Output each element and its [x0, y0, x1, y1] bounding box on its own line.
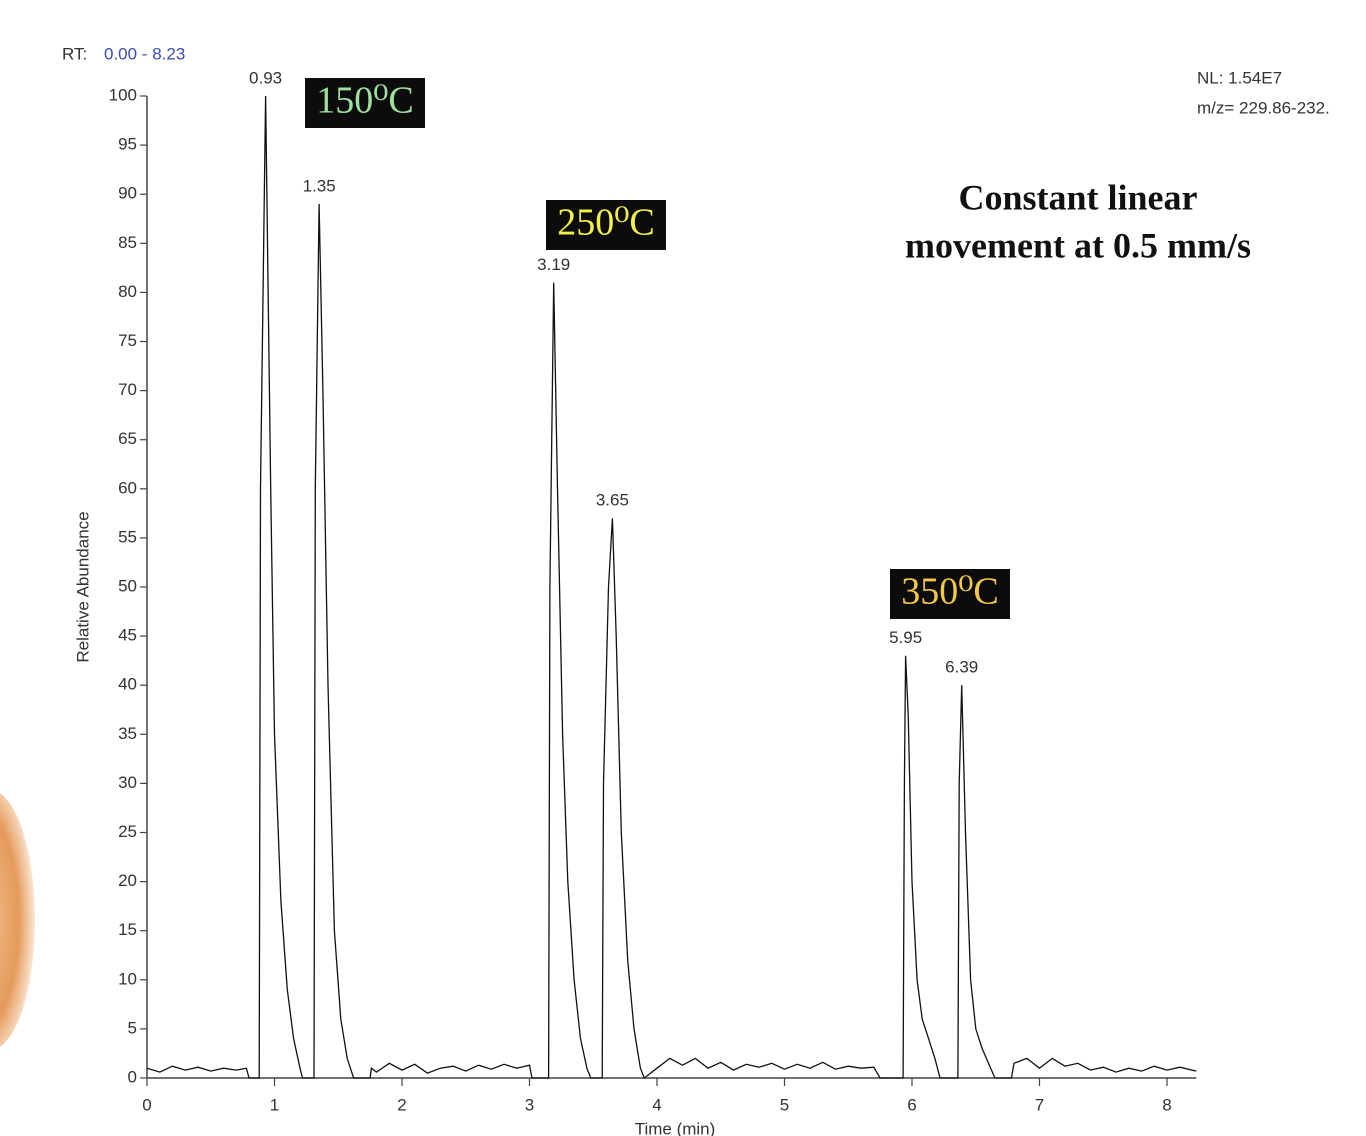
y-tick-label: 55: [118, 527, 137, 546]
annotation: Constant linear: [958, 177, 1197, 217]
y-tick-label: 45: [118, 626, 137, 645]
y-tick-label: 95: [118, 135, 137, 154]
nl-label: NL: 1.54E7: [1197, 68, 1282, 87]
peak-label: 3.19: [537, 255, 570, 274]
y-tick-label: 35: [118, 724, 137, 743]
y-tick-label: 85: [118, 233, 137, 252]
decoration: [0, 793, 35, 1047]
y-tick-label: 65: [118, 429, 137, 448]
peak-label: 1.35: [303, 177, 336, 196]
x-tick-label: 0: [142, 1095, 151, 1114]
x-tick-label: 2: [397, 1095, 406, 1114]
peak-label: 6.39: [945, 658, 978, 677]
temperature-label: 150⁰C: [316, 80, 414, 122]
mz-label: m/z= 229.86-232.: [1197, 98, 1330, 117]
y-tick-label: 20: [118, 871, 137, 890]
rt-range: 0.00 - 8.23: [104, 44, 185, 63]
x-tick-label: 3: [525, 1095, 534, 1114]
x-tick-label: 6: [907, 1095, 916, 1114]
y-tick-label: 90: [118, 184, 137, 203]
peak-label: 0.93: [249, 68, 282, 87]
peak-label: 5.95: [889, 628, 922, 647]
chromatogram-trace: [146, 95, 1197, 1080]
y-tick-label: 75: [118, 331, 137, 350]
y-tick-label: 50: [118, 576, 137, 595]
x-tick-label: 7: [1035, 1095, 1044, 1114]
x-tick-label: 8: [1162, 1095, 1171, 1114]
y-tick-label: 100: [109, 85, 137, 104]
y-tick-label: 0: [128, 1067, 137, 1086]
x-axis-label: Time (min): [635, 1119, 716, 1136]
y-tick-label: 30: [118, 773, 137, 792]
y-tick-label: 80: [118, 282, 137, 301]
label-box: [305, 78, 425, 128]
x-tick-label: 1: [270, 1095, 279, 1114]
rt-label: RT:: [62, 44, 87, 63]
y-tick-label: 60: [118, 478, 137, 497]
temperature-label: 250⁰C: [557, 202, 655, 244]
peak-label: 3.65: [596, 491, 629, 510]
y-tick-label: 5: [128, 1018, 137, 1037]
y-tick-label: 10: [118, 969, 137, 988]
annotation: movement at 0.5 mm/s: [905, 225, 1251, 265]
y-tick-label: 70: [118, 380, 137, 399]
y-tick-label: 15: [118, 920, 137, 939]
x-tick-label: 4: [652, 1095, 661, 1114]
label-box: [890, 569, 1010, 619]
temperature-label: 350⁰C: [901, 571, 999, 613]
y-axis-label: Relative Abundance: [73, 511, 92, 662]
label-box: [546, 200, 666, 250]
y-tick-label: 25: [118, 822, 137, 841]
x-tick-label: 5: [780, 1095, 789, 1114]
y-tick-label: 40: [118, 675, 137, 694]
